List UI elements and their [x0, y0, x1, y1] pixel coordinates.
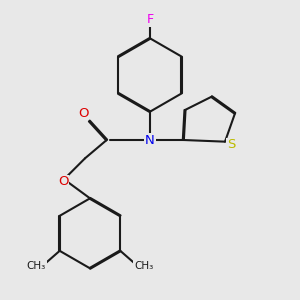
Text: O: O [58, 175, 69, 188]
Text: O: O [78, 107, 88, 120]
Text: F: F [146, 14, 154, 26]
Text: S: S [227, 139, 235, 152]
Text: N: N [145, 134, 155, 146]
Text: CH₃: CH₃ [27, 261, 46, 271]
Text: CH₃: CH₃ [134, 261, 153, 271]
